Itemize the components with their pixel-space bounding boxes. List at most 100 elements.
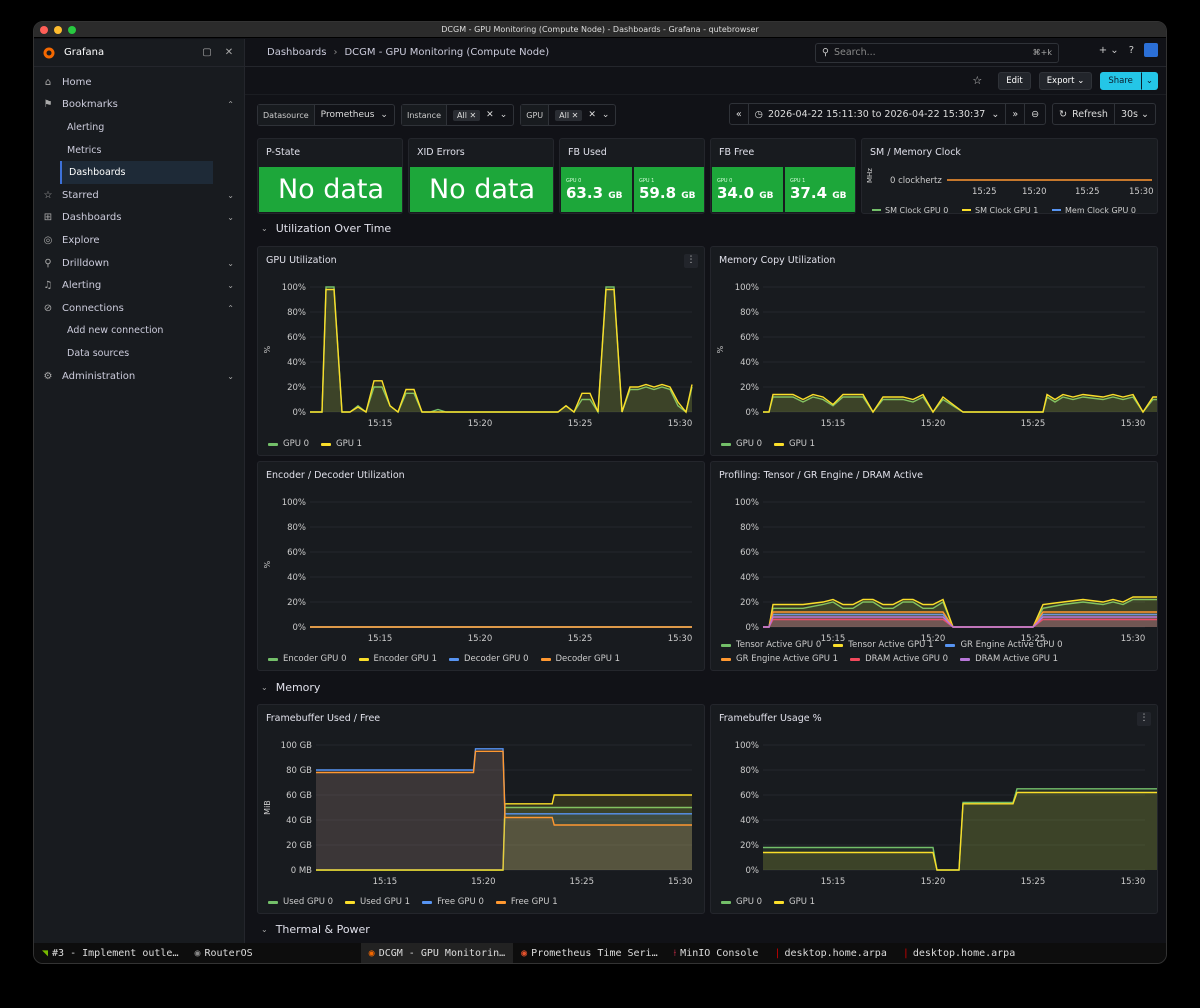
taskbar-tab[interactable]: | desktop.home.arpa xyxy=(774,947,887,959)
nav-data-sources[interactable]: Data sources xyxy=(67,347,130,359)
refresh-picker[interactable]: ↻ Refresh 30s ⌄ xyxy=(1052,103,1156,125)
legend-item[interactable]: GPU 0 xyxy=(721,897,762,907)
legend-item[interactable]: GPU 1 xyxy=(774,439,815,449)
avatar[interactable] xyxy=(1144,43,1158,57)
legend-item[interactable]: Decoder GPU 0 xyxy=(449,654,529,664)
zoom-window-button[interactable] xyxy=(68,25,76,34)
nav-home[interactable]: ⌂ Home xyxy=(34,71,244,94)
chevron-down-icon[interactable]: ⌄ xyxy=(227,190,234,200)
minimize-window-button[interactable] xyxy=(54,25,62,34)
nav-bookmarks[interactable]: ⚑ Bookmarks ⌃ xyxy=(43,99,234,111)
panel-menu-icon[interactable]: ⋮ xyxy=(1137,712,1151,726)
nav-bookmark-dashboards[interactable]: Dashboards xyxy=(60,161,213,184)
refresh-button[interactable]: ↻ Refresh xyxy=(1053,104,1115,124)
nav-drilldown[interactable]: ⚲ Drilldown ⌄ xyxy=(34,252,244,275)
taskbar-tab[interactable]: ◉ DCGM - GPU Monitorin… xyxy=(360,943,514,963)
dock-menu-icon[interactable]: ▢ xyxy=(202,47,212,58)
legend-item[interactable]: Free GPU 0 xyxy=(422,897,484,907)
legend-item[interactable]: GPU 1 xyxy=(321,439,362,449)
legend-item[interactable]: Encoder GPU 1 xyxy=(358,654,438,664)
legend-item[interactable]: Decoder GPU 1 xyxy=(540,654,620,664)
taskbar-tab[interactable]: ◉ Prometheus Time Seri… xyxy=(521,947,658,959)
clear-icon[interactable]: ✕ xyxy=(588,110,596,120)
y-tick-label: 0% xyxy=(746,408,760,418)
legend-item[interactable]: Encoder GPU 0 xyxy=(268,654,347,664)
chevron-up-icon[interactable]: ⌃ xyxy=(227,303,234,313)
clock-tick-label: 15:25 xyxy=(972,187,997,197)
share-button[interactable]: Share xyxy=(1100,71,1141,90)
legend-item[interactable]: DRAM Active GPU 0 xyxy=(850,654,948,664)
shift-back-icon[interactable]: « xyxy=(730,104,749,124)
chevron-down-icon[interactable]: ⌄ xyxy=(227,258,234,268)
gpu-variable[interactable]: GPU All ✕ ✕ ⌄ xyxy=(520,104,617,126)
legend-item[interactable]: DRAM Active GPU 1 xyxy=(960,654,1058,664)
legend-item[interactable]: GR Engine Active GPU 0 xyxy=(945,640,1063,650)
legend-item[interactable]: GPU 1 xyxy=(774,897,815,907)
datasource-variable[interactable]: Datasource Prometheus ⌄ xyxy=(257,104,395,126)
nav-explore[interactable]: ◎ Explore xyxy=(43,234,100,246)
zoom-out-icon[interactable]: ⊖ xyxy=(1031,108,1040,120)
legend-item[interactable]: Tensor Active GPU 1 xyxy=(833,640,933,650)
chart-svg: 100% 80% 60% 40% 20% 0%% 15:15 15:20 15:25 15:30 xyxy=(263,498,692,644)
breadcrumb-dashboards[interactable]: Dashboards xyxy=(267,47,327,58)
x-tick-label: 15:25 xyxy=(1021,634,1046,644)
refresh-interval[interactable]: 30s ⌄ xyxy=(1120,108,1149,120)
grafana-logo-icon[interactable] xyxy=(42,46,56,60)
shift-forward-icon[interactable]: » xyxy=(1006,104,1026,124)
nav-bookmark-alerting[interactable]: Alerting xyxy=(67,121,105,133)
instance-variable[interactable]: Instance All ✕ ✕ ⌄ xyxy=(400,104,515,126)
taskbar-tab[interactable]: ⟊ MinIO Console xyxy=(673,947,759,959)
clear-icon[interactable]: ✕ xyxy=(486,110,494,120)
edit-button[interactable]: Edit xyxy=(998,71,1031,90)
legend-item[interactable]: GPU 0 xyxy=(721,439,762,449)
nav-add-new-connection[interactable]: Add new connection xyxy=(67,325,164,337)
legend-item[interactable]: Free GPU 1 xyxy=(495,897,558,907)
legend-swatch xyxy=(358,657,369,661)
legend-label: Tensor Active GPU 0 xyxy=(736,640,822,650)
y-tick-label: 0% xyxy=(293,408,307,418)
y-axis-label: % xyxy=(716,345,725,353)
nav-connections[interactable]: ⊘ Connections ⌃ xyxy=(43,302,234,314)
panel-title: Profiling: Tensor / GR Engine / DRAM Act… xyxy=(719,470,923,481)
chevron-down-icon[interactable]: ⌄ xyxy=(227,213,234,223)
row-memory[interactable]: ⌄ Memory xyxy=(261,681,321,694)
close-window-button[interactable] xyxy=(40,25,48,34)
nav-starred[interactable]: ☆ Starred ⌄ xyxy=(43,189,234,201)
share-dropdown-button[interactable]: ⌄ xyxy=(1140,71,1158,90)
taskbar-tab[interactable]: | desktop.home.arpa xyxy=(902,947,1016,959)
clock-icon: ◷ xyxy=(754,108,763,120)
panel-framebuffer-usage: Framebuffer Usage % ⋮ 100% 80% 60% 40% 20% 0%… xyxy=(710,704,1158,914)
chevron-down-icon[interactable]: ⌄ xyxy=(227,281,234,291)
add-icon[interactable]: + ⌄ xyxy=(1098,44,1119,56)
y-axis-label: % xyxy=(263,560,272,568)
chevron-down-icon[interactable]: ⌄ xyxy=(227,371,234,381)
taskbar-tab[interactable]: ◉ RouterOS xyxy=(194,947,253,959)
help-icon[interactable]: ? xyxy=(1128,44,1134,56)
legend-swatch xyxy=(960,657,971,661)
search-input[interactable]: ⚲ Search... ⌘+k xyxy=(815,42,1059,63)
taskbar-tab[interactable]: ◥ #3 - Implement outle… xyxy=(42,947,179,959)
chevron-up-icon[interactable]: ⌃ xyxy=(227,100,234,110)
panel-sm-memory-clock: SM / Memory Clock MHz 0 clockhertz 15:25… xyxy=(861,138,1158,214)
legend-item[interactable]: Tensor Active GPU 0 xyxy=(721,640,821,650)
legend-item[interactable]: Used GPU 0 xyxy=(268,897,333,907)
close-menu-icon[interactable]: ✕ xyxy=(224,47,234,58)
series-line xyxy=(310,288,693,414)
nav-dashboards[interactable]: ⊞ Dashboards ⌄ xyxy=(43,212,234,224)
nav-alerting[interactable]: ♫ Alerting ⌄ xyxy=(43,280,234,292)
legend-item[interactable]: GPU 0 xyxy=(268,439,309,449)
legend-label: Encoder GPU 1 xyxy=(373,654,438,664)
y-tick-label: 80% xyxy=(287,308,306,318)
top-bar: Dashboards › DCGM - GPU Monitoring (Comp… xyxy=(245,39,1166,67)
nav-bookmark-metrics[interactable]: Metrics xyxy=(67,144,102,156)
legend-item[interactable]: GR Engine Active GPU 1 xyxy=(721,654,838,664)
legend-swatch xyxy=(268,657,278,661)
row-thermal-power[interactable]: ⌄ Thermal & Power xyxy=(261,923,370,936)
export-button[interactable]: Export ⌄ xyxy=(1038,71,1093,90)
panel-menu-icon[interactable]: ⋮ xyxy=(684,254,698,268)
star-dashboard-icon[interactable]: ☆ xyxy=(972,74,983,87)
time-range-picker[interactable]: « ◷ 2026-04-22 15:11:30 to 2026-04-22 15:… xyxy=(728,103,1047,125)
legend-item[interactable]: Used GPU 1 xyxy=(345,897,410,907)
row-utilization[interactable]: ⌄ Utilization Over Time xyxy=(261,222,392,235)
nav-administration[interactable]: ⚙ Administration ⌄ xyxy=(43,370,234,382)
